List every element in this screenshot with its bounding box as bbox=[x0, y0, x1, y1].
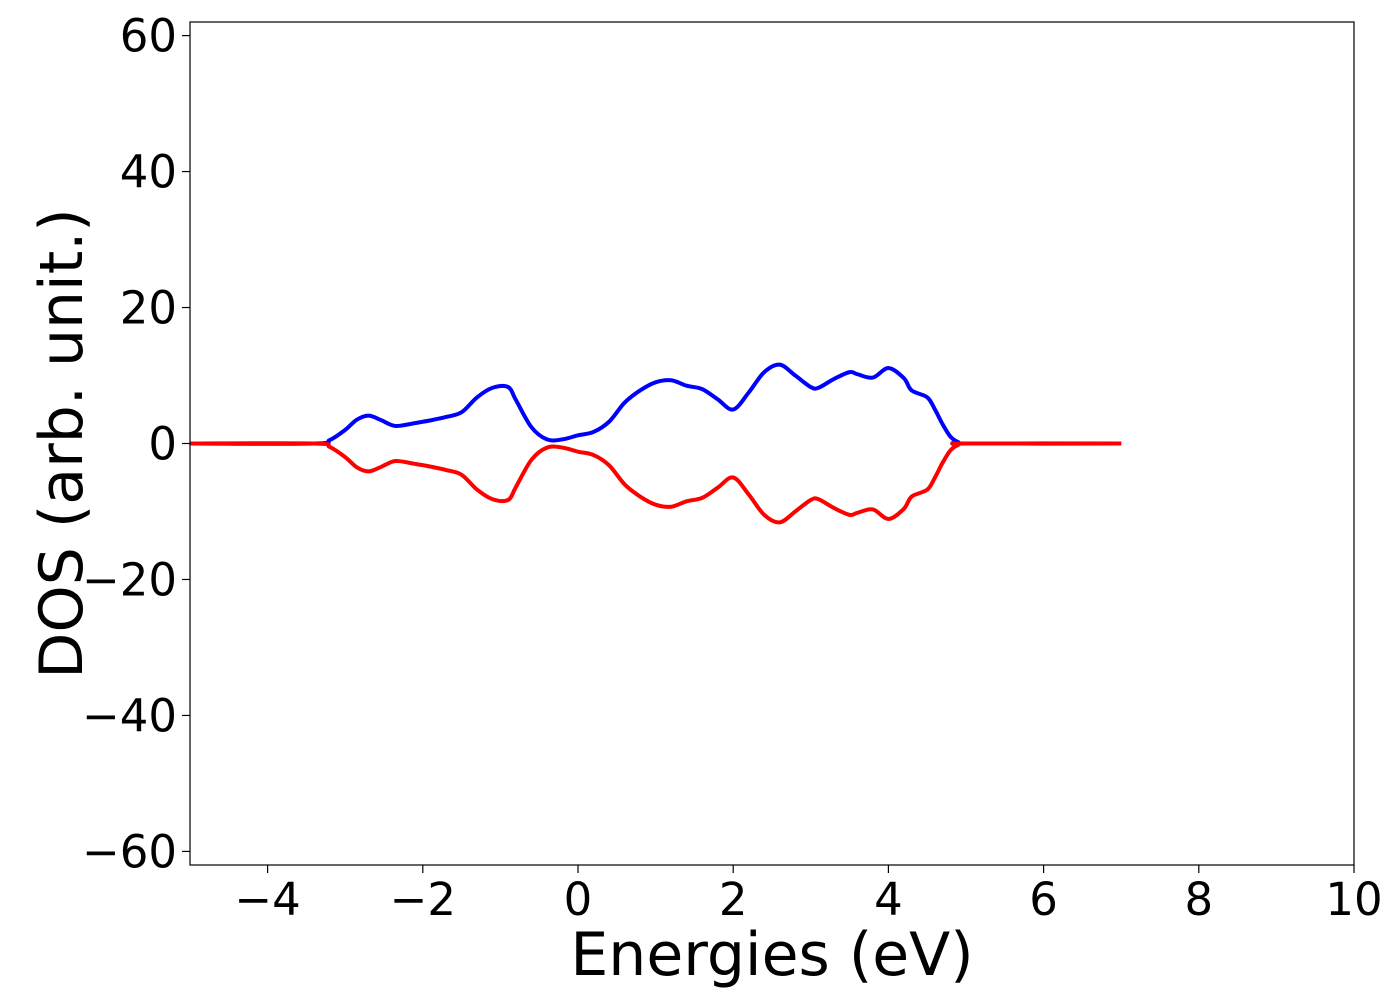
x-tick-label: 2 bbox=[719, 873, 748, 926]
y-tick-label: 20 bbox=[120, 282, 177, 335]
series-layer bbox=[189, 362, 1122, 525]
y-tick-label: 60 bbox=[120, 10, 177, 63]
series-line-1 bbox=[189, 362, 1122, 446]
y-tick-label: −40 bbox=[82, 689, 177, 742]
x-tick-label: −2 bbox=[390, 873, 456, 926]
y-axis-ticks: −60 −40 −20 0 20 40 60 bbox=[82, 10, 190, 878]
x-tick-label: 4 bbox=[874, 873, 903, 926]
x-axis-label: Energies (eV) bbox=[570, 920, 973, 990]
x-tick-label: 8 bbox=[1184, 873, 1213, 926]
x-tick-label: 0 bbox=[564, 873, 593, 926]
series-line-2 bbox=[189, 441, 1122, 525]
y-tick-label: 0 bbox=[148, 418, 177, 471]
y-axis-label: DOS (arb. unit.) bbox=[27, 208, 97, 678]
y-tick-label: −20 bbox=[82, 553, 177, 606]
x-axis-ticks: −4 −2 0 2 4 6 8 10 bbox=[234, 865, 1383, 926]
x-tick-label: −4 bbox=[234, 873, 300, 926]
y-tick-label: 40 bbox=[120, 146, 177, 199]
x-tick-label: 10 bbox=[1325, 873, 1382, 926]
y-tick-label: −60 bbox=[82, 825, 177, 878]
x-tick-label: 6 bbox=[1029, 873, 1058, 926]
